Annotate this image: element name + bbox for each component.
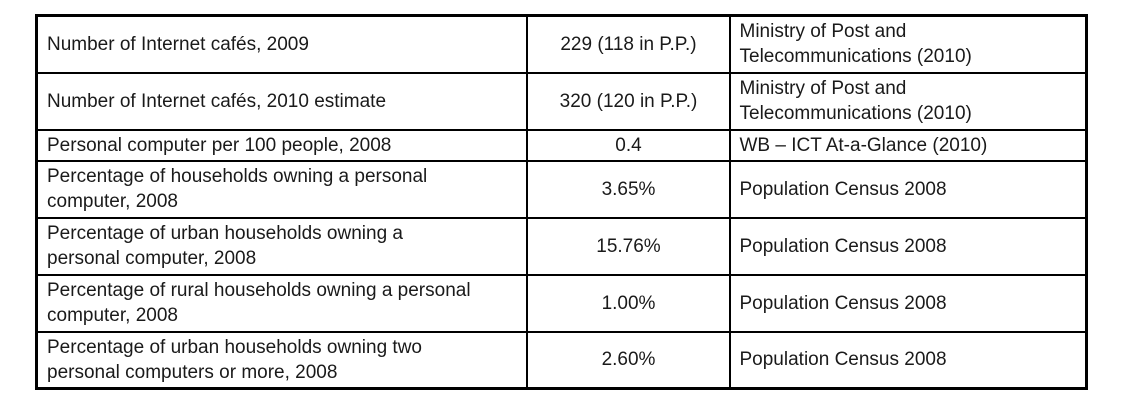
indicator-cell: Percentage of urban households owning a …: [35, 216, 528, 276]
indicator-cell: Percentage of rural households owning a …: [35, 273, 528, 333]
table-row: Percentage of rural households owning a …: [35, 273, 1088, 333]
source-cell: Population Census 2008: [728, 216, 1088, 276]
source-cell: Population Census 2008: [728, 273, 1088, 333]
table-row: Number of Internet cafés, 2009 229 (118 …: [35, 14, 1088, 74]
source-cell: Ministry of Post and Telecommunications …: [728, 71, 1088, 131]
source-cell: WB – ICT At-a-Glance (2010): [728, 128, 1088, 162]
indicator-cell: Number of Internet cafés, 2009: [35, 14, 528, 74]
value-cell: 0.4: [525, 128, 731, 162]
source-cell: Population Census 2008: [728, 330, 1088, 390]
table-row: Percentage of households owning a person…: [35, 159, 1088, 219]
indicator-cell: Number of Internet cafés, 2010 estimate: [35, 71, 528, 131]
indicator-cell: Personal computer per 100 people, 2008: [35, 128, 528, 162]
ict-indicators-table: Number of Internet cafés, 2009 229 (118 …: [35, 14, 1088, 390]
source-cell: Population Census 2008: [728, 159, 1088, 219]
table-row: Percentage of urban households owning tw…: [35, 330, 1088, 390]
source-cell: Ministry of Post and Telecommunications …: [728, 14, 1088, 74]
value-cell: 2.60%: [525, 330, 731, 390]
value-cell: 1.00%: [525, 273, 731, 333]
value-cell: 15.76%: [525, 216, 731, 276]
indicator-cell: Percentage of households owning a person…: [35, 159, 528, 219]
table-row: Personal computer per 100 people, 2008 0…: [35, 128, 1088, 162]
table-row: Percentage of urban households owning a …: [35, 216, 1088, 276]
value-cell: 229 (118 in P.P.): [525, 14, 731, 74]
indicator-cell: Percentage of urban households owning tw…: [35, 330, 528, 390]
value-cell: 3.65%: [525, 159, 731, 219]
value-cell: 320 (120 in P.P.): [525, 71, 731, 131]
table-row: Number of Internet cafés, 2010 estimate …: [35, 71, 1088, 131]
